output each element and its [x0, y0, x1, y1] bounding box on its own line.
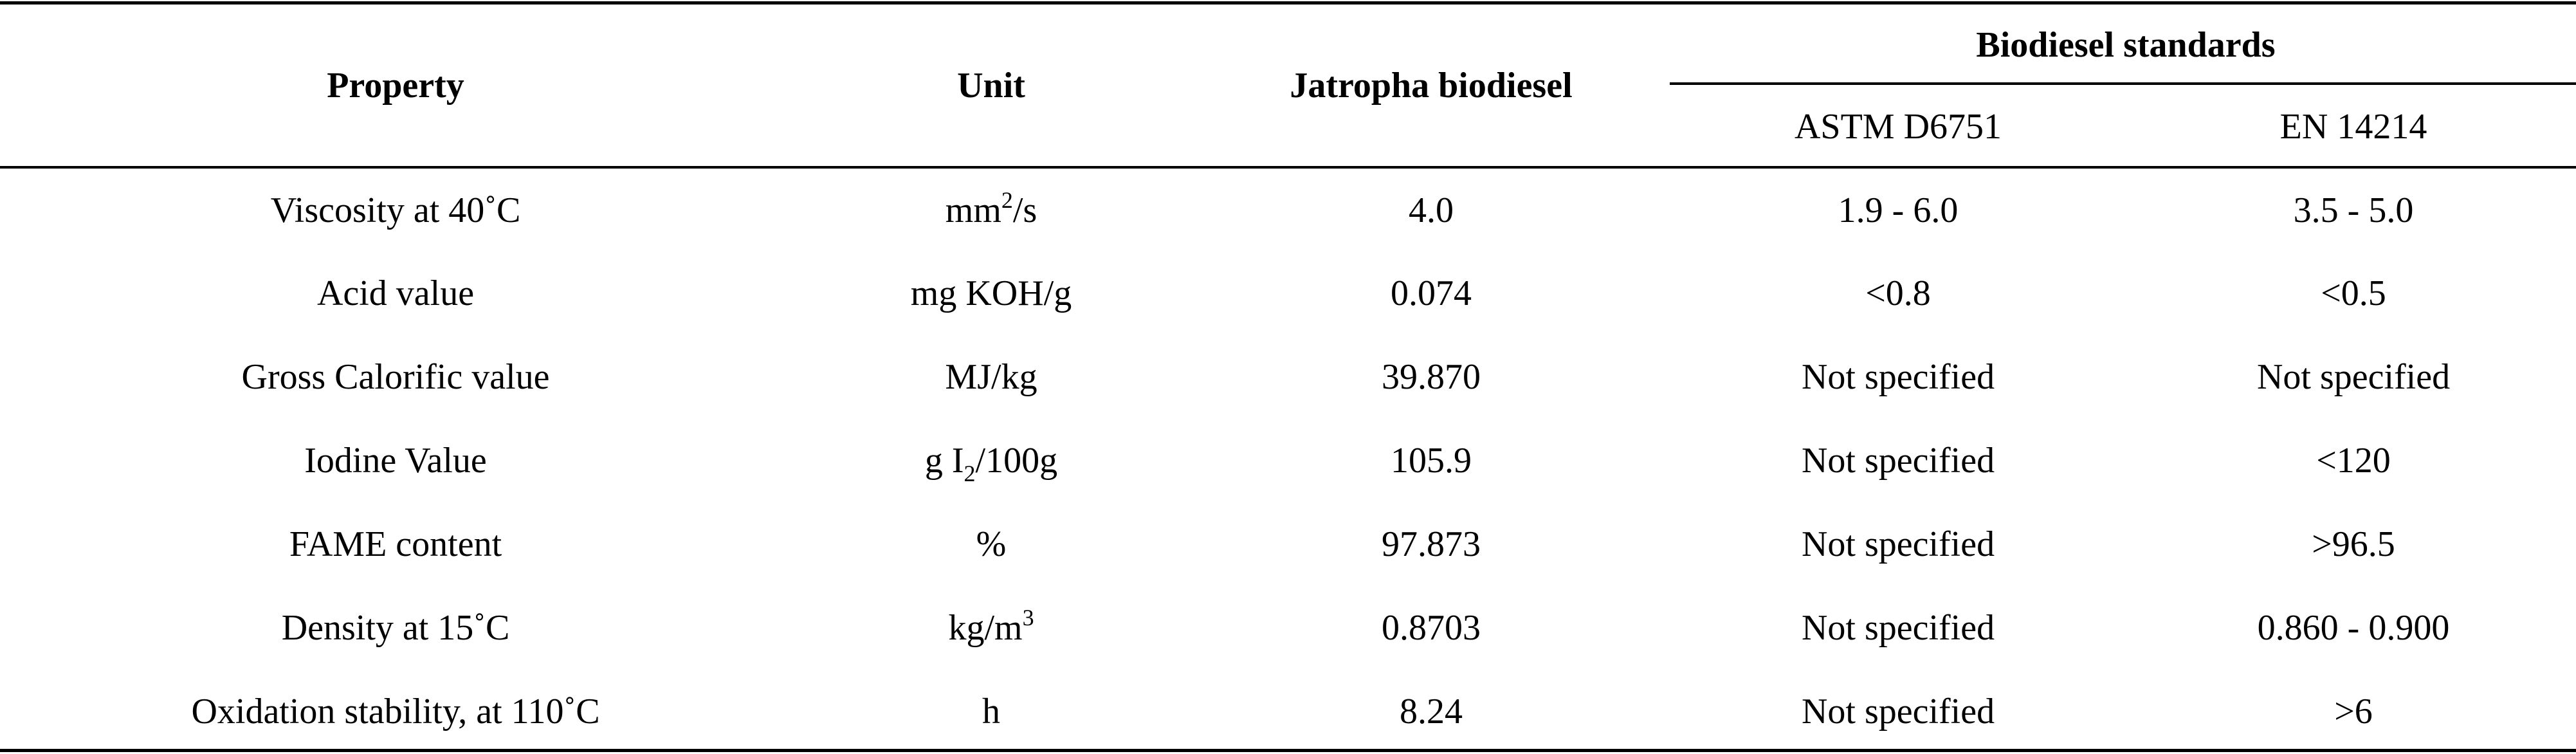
unit-base: mg KOH/g — [910, 273, 1072, 313]
unit-base: % — [976, 524, 1007, 564]
unit-base: h — [982, 692, 1000, 731]
cell-property: Iodine Value — [304, 441, 487, 481]
cell-jatropha: 8.24 — [1400, 692, 1463, 731]
cell-unit: mm2/s — [945, 188, 1037, 230]
header-unit: Unit — [957, 66, 1025, 106]
cell-unit: MJ/kg — [945, 359, 1037, 395]
cell-unit: h — [982, 694, 1000, 730]
header-jatropha-biodiesel: Jatropha biodiesel — [1290, 66, 1573, 106]
cell-en: Not specified — [2256, 357, 2451, 397]
cell-property: Acid value — [316, 273, 475, 313]
cell-unit: mg KOH/g — [911, 275, 1072, 311]
cell-property: Oxidation stability, at 110˚C — [191, 692, 600, 731]
cell-en: 0.860 - 0.900 — [2257, 608, 2450, 648]
cell-jatropha: 0.8703 — [1382, 608, 1481, 648]
cell-astm: <0.8 — [1865, 273, 1931, 313]
header-bottom-rule — [0, 166, 2576, 169]
unit-tail: /s — [1012, 190, 1037, 230]
cell-en: <120 — [2316, 441, 2391, 481]
cell-en: >96.5 — [2312, 524, 2395, 564]
cell-property: Density at 15˚C — [281, 608, 510, 648]
cell-jatropha: 4.0 — [1409, 190, 1454, 230]
unit-base: kg/m — [948, 608, 1023, 648]
header-biodiesel-standards: Biodiesel standards — [1976, 25, 2276, 65]
cell-unit: g I2/100g — [924, 441, 1058, 485]
cell-jatropha: 0.074 — [1391, 273, 1472, 313]
table-bottom-rule — [0, 749, 2576, 752]
cell-astm: Not specified — [1801, 524, 1995, 564]
header-property: Property — [327, 66, 464, 106]
unit-base: g I — [924, 441, 964, 481]
cell-property: FAME content — [289, 524, 502, 564]
header-astm-d6751: ASTM D6751 — [1794, 107, 2002, 147]
unit-superscript: 3 — [1022, 605, 1034, 630]
cell-astm: Not specified — [1801, 608, 1995, 648]
header-en-14214: EN 14214 — [2279, 107, 2427, 147]
cell-property: Viscosity at 40˚C — [270, 190, 521, 230]
cell-astm: Not specified — [1801, 692, 1995, 731]
cell-jatropha: 39.870 — [1382, 357, 1481, 397]
table-top-rule — [0, 1, 2576, 5]
cell-unit: kg/m3 — [948, 606, 1034, 648]
cell-en: 3.5 - 5.0 — [2293, 190, 2414, 230]
cell-jatropha: 105.9 — [1391, 441, 1472, 481]
cell-en: >6 — [2334, 692, 2373, 731]
cell-astm: Not specified — [1801, 357, 1995, 397]
cell-en: <0.5 — [2321, 273, 2386, 313]
unit-superscript: 2 — [1001, 187, 1013, 213]
standards-group-rule — [1670, 82, 2576, 85]
cell-jatropha: 97.873 — [1382, 524, 1481, 564]
unit-base: MJ/kg — [945, 357, 1037, 397]
unit-subscript: 2 — [964, 461, 976, 486]
cell-unit: % — [976, 526, 1007, 562]
unit-tail: /100g — [975, 441, 1058, 481]
cell-astm: Not specified — [1801, 441, 1995, 481]
unit-base: mm — [945, 190, 1001, 230]
cell-property: Gross Calorific value — [241, 357, 550, 397]
cell-astm: 1.9 - 6.0 — [1838, 190, 1959, 230]
